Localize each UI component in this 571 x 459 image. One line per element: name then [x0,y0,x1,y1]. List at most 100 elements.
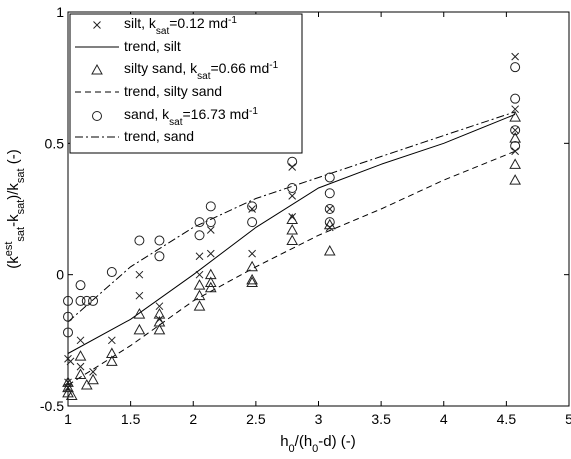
triangle-marker [74,368,87,379]
x-marker [135,291,144,300]
triangle-marker [509,132,521,143]
legend-label: trend, silty sand [124,83,222,99]
x-marker [248,205,256,213]
circle-marker [88,295,99,306]
triangle-marker [286,223,299,235]
circle-marker [75,295,86,306]
triangle-marker [509,158,521,169]
circle-marker [510,125,521,136]
x-marker [195,270,204,279]
circle-marker [510,62,521,73]
x-marker [206,226,215,234]
x-marker [135,270,144,279]
y-tick-label: -0.5 [40,398,64,414]
y-tick-label: 1 [56,4,64,20]
triangle-marker [286,213,299,225]
circle-marker [510,93,521,104]
x-tick-label: 1 [64,411,72,427]
circle-marker [81,295,92,306]
x-marker [325,205,334,213]
legend-label: sand, ksat=16.73 md-1 [124,106,258,128]
x-tick-label: 2 [189,411,197,427]
triangle-marker [62,381,74,393]
triangle-marker [87,373,99,385]
legend-label: silt, ksat=0.12 md-1 [124,15,237,37]
legend-circle-marker [92,111,102,121]
circle-marker [154,251,165,262]
circle-marker [510,140,521,151]
legend-item: silty sand, ksat=0.66 md-1 [91,60,279,82]
circle-marker [63,311,73,322]
legend-label: trend, sand [124,128,194,144]
triangle-marker [105,347,118,358]
triangle-marker [509,174,521,185]
x-marker [511,126,519,135]
x-marker [89,367,97,376]
legend-label: trend, silt [124,38,181,54]
legend-item: trend, silty sand [75,83,222,99]
circle-marker [324,204,335,214]
x-marker [511,52,519,61]
circle-marker [106,267,117,278]
circle-marker [324,172,335,183]
triangle-marker [133,323,146,335]
x-tick-label: 5 [565,411,571,427]
triangle-marker [153,315,166,327]
x-tick-label: 4 [440,411,448,427]
triangle-marker [204,276,217,288]
triangle-marker [509,111,521,122]
triangle-marker [74,350,87,361]
triangle-marker [133,308,146,319]
x-tick-label: 4.5 [497,411,517,427]
circle-marker [287,156,298,167]
triangle-marker [286,234,299,246]
circle-marker [247,201,258,212]
triangle-marker [193,279,206,290]
x-marker [511,105,519,114]
circle-marker [154,235,165,246]
triangle-marker [105,355,118,366]
y-axis-label: (kestsat-ksat)/ksat (-) [3,149,27,269]
x-marker [76,336,85,345]
circle-marker [324,188,335,199]
x-marker [288,163,297,171]
triangle-marker [193,300,206,311]
legend-box [69,13,303,154]
tick-labels: 1 1.5 2 2.5 3 3.5 4 4.5 5 -0.5 0 0.5 1 [40,4,571,427]
x-tick-label: 2.5 [246,411,266,427]
circle-marker [205,217,216,228]
x-marker [76,362,85,371]
triangle-marker [323,244,336,256]
triangle-marker [65,389,78,400]
x-marker [248,249,256,258]
circle-marker [194,230,205,241]
circle-marker [324,217,335,228]
x-tick-label: 3.5 [371,411,391,427]
triangle-marker [204,268,217,280]
circle-marker [194,217,205,228]
triangle-marker [246,260,258,272]
x-marker [195,252,204,261]
x-marker [107,336,116,345]
circle-marker [75,280,86,291]
legend-label: silty sand, ksat=0.66 md-1 [124,60,279,82]
x-marker [155,302,164,311]
legend-x-marker [93,21,101,29]
circle-marker [287,182,298,193]
circle-marker [205,201,216,212]
triangle-marker [153,323,166,335]
x-tick-label: 1.5 [121,411,141,427]
legend-item: trend, silt [75,38,181,54]
x-tick-label: 3 [315,411,323,427]
triangle-marker [80,378,93,390]
triangle-marker [153,308,166,319]
circle-marker [134,235,145,246]
x-axis-label: h0/(h0-d) (-) [280,433,356,455]
x-marker [206,249,215,258]
legend-item: sand, ksat=16.73 md-1 [92,106,258,128]
legend-item: trend, sand [75,128,194,144]
circle-marker [63,295,73,306]
triangle-marker [62,376,74,387]
